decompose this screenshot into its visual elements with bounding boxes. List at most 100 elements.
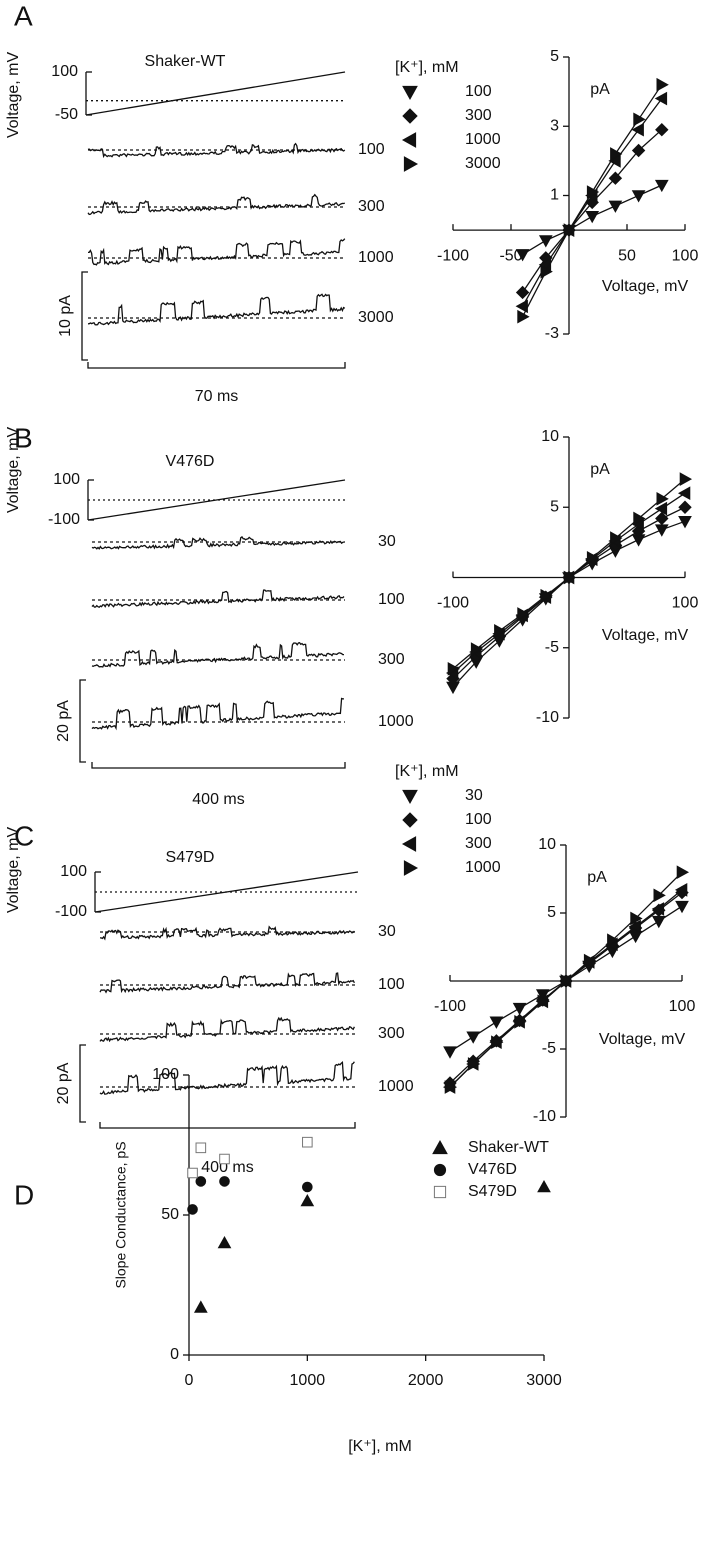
trace-label: 300 (378, 651, 405, 668)
data-point (494, 624, 507, 638)
data-point (628, 919, 641, 934)
legend-marker (433, 1185, 447, 1199)
legend-label: S479D (468, 1183, 517, 1200)
data-point (653, 888, 666, 903)
data-point (631, 190, 646, 203)
y-tick-label: -100 (55, 903, 87, 920)
y-unit: pA (590, 81, 610, 98)
trace-label: 100 (378, 591, 405, 608)
data-point (633, 112, 646, 127)
data-point (517, 607, 530, 621)
data-point (563, 570, 577, 585)
data-point (630, 911, 643, 926)
data-point (654, 179, 669, 193)
x-tick-label: 2000 (408, 1372, 444, 1389)
data-point (583, 953, 597, 968)
y-tick-label: -5 (545, 639, 559, 656)
y-unit: pA (590, 461, 610, 478)
data-point (560, 974, 574, 988)
time-scale-label: 400 ms (192, 791, 244, 808)
y-tick-label: 100 (53, 471, 80, 488)
data-point (302, 1136, 313, 1148)
data-point (633, 511, 646, 526)
legend-marker (401, 132, 417, 148)
data-point (537, 1179, 551, 1193)
x-axis-label: Voltage, mV (602, 278, 689, 295)
data-point (654, 91, 668, 106)
data-point (675, 900, 689, 914)
trace-title: Shaker-WT (145, 53, 226, 70)
data-point (651, 915, 666, 929)
legend-label: V476D (468, 1161, 517, 1178)
x-tick-label: 50 (618, 247, 636, 264)
current-trace (99, 972, 355, 994)
trace-label: 1000 (378, 713, 414, 730)
voltage-ramp (94, 871, 359, 913)
legend-label: 300 (465, 107, 492, 124)
panel-label: B (14, 422, 33, 453)
time-scale-label: 70 ms (195, 388, 239, 405)
data-point (300, 1193, 315, 1207)
legend-label: 1000 (465, 131, 501, 148)
y-tick-label: 1 (550, 187, 559, 204)
data-point (517, 309, 530, 324)
legend-label: 30 (465, 787, 483, 804)
x-axis-label: [K⁺], mM (348, 1438, 412, 1455)
data-point (540, 588, 553, 603)
time-scale-bar (99, 1122, 356, 1129)
data-point (678, 516, 692, 529)
data-point (219, 1153, 230, 1165)
data-point (610, 147, 623, 161)
data-point (655, 123, 669, 137)
x-tick-label: -100 (434, 998, 466, 1015)
current-trace (91, 589, 345, 608)
legend-label: 100 (465, 83, 492, 100)
trace-label: 30 (378, 533, 396, 550)
data-point (447, 661, 461, 676)
data-point (514, 1014, 527, 1029)
x-tick-label: 0 (185, 1372, 194, 1389)
x-tick-label: 1000 (290, 1372, 326, 1389)
x-axis-label: Voltage, mV (599, 1031, 686, 1048)
data-point (563, 223, 577, 237)
data-point (674, 883, 688, 897)
data-point (538, 235, 553, 248)
time-scale-label: 400 ms (201, 1159, 253, 1176)
data-point (607, 933, 620, 948)
data-point (678, 500, 692, 514)
current-scale-bar (81, 271, 88, 361)
time-scale-bar (87, 362, 346, 369)
trace-title: S479D (166, 849, 215, 866)
trace-label: 100 (378, 976, 405, 993)
legend-marker (402, 108, 418, 124)
data-point (586, 185, 600, 199)
y-unit: pA (587, 869, 607, 886)
y-tick-label: -3 (545, 325, 559, 342)
data-point (679, 472, 693, 486)
y-tick-label: 100 (51, 63, 78, 80)
panel-label: A (14, 0, 33, 31)
current-scale-label: 20 pA (55, 1062, 72, 1104)
y-tick-label: 5 (550, 48, 559, 65)
current-trace (87, 142, 346, 159)
trace-label: 3000 (358, 309, 394, 326)
y-tick-label: 3 (550, 117, 559, 134)
panel-label: C (14, 820, 34, 851)
current-scale-label: 10 pA (57, 295, 74, 337)
data-point (193, 1300, 208, 1313)
y-axis-label: Slope Conductance, pS (113, 1141, 129, 1288)
legend-marker (432, 1139, 448, 1155)
data-point (656, 77, 669, 92)
current-scale-label: 20 pA (55, 700, 72, 742)
data-point (489, 1016, 504, 1029)
x-tick-label: 100 (672, 247, 699, 264)
data-point (537, 994, 550, 1009)
y-axis-label: Voltage, mV (5, 52, 22, 139)
trace-title: V476D (166, 453, 215, 470)
current-scale-bar (79, 679, 86, 763)
data-point (470, 642, 484, 657)
current-trace (91, 697, 344, 731)
data-point (219, 1176, 230, 1187)
trace-label: 30 (378, 923, 396, 940)
data-point (515, 249, 530, 262)
